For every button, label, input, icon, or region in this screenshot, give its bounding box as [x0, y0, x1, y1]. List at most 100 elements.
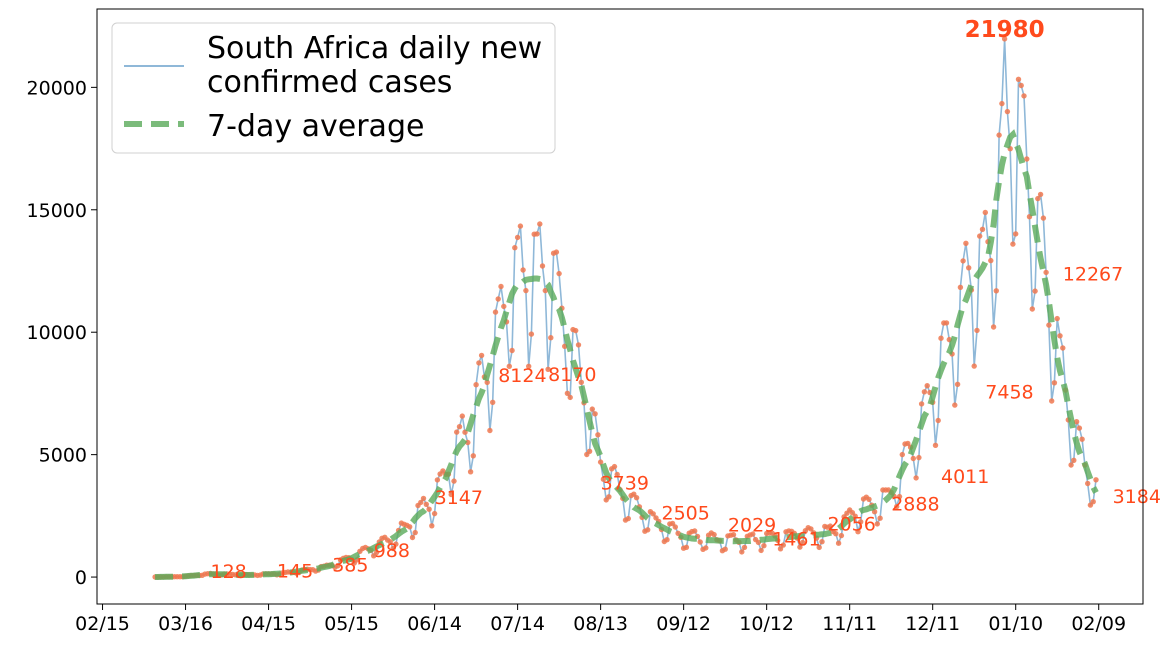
x-tick-label: 03/16	[158, 613, 213, 635]
raw-data-point	[523, 287, 529, 294]
raw-data-point	[979, 226, 986, 232]
raw-data-point	[534, 231, 540, 237]
raw-data-point	[520, 267, 526, 273]
raw-data-point	[418, 499, 424, 506]
raw-data-point	[1049, 398, 1055, 404]
raw-data-point	[780, 542, 786, 548]
raw-data-point	[990, 324, 997, 330]
raw-data-point	[434, 477, 441, 483]
raw-data-point	[1021, 93, 1027, 99]
raw-data-point	[1093, 477, 1099, 483]
annotations-group: 128 145 385 988 3147 8124 8170 3739 2505 20291461…	[211, 17, 1161, 583]
raw-data-point	[423, 501, 429, 507]
raw-data-point	[966, 265, 972, 271]
raw-data-point	[996, 132, 1002, 138]
raw-data-point	[918, 401, 925, 407]
x-tick-label: 02/09	[1071, 613, 1126, 635]
raw-data-point	[412, 529, 418, 536]
y-tick-label: 15000	[27, 200, 87, 222]
raw-data-point	[606, 494, 612, 500]
annotation-label: 145	[277, 561, 313, 583]
raw-data-point	[974, 327, 980, 334]
raw-data-point	[932, 442, 939, 448]
raw-data-point	[625, 515, 631, 522]
x-tick-label: 11/11	[822, 613, 877, 635]
raw-data-point	[456, 424, 463, 430]
raw-data-point	[650, 511, 656, 517]
plot-frame	[96, 8, 1144, 605]
annotation-label: 1461	[772, 528, 820, 550]
raw-data-point	[877, 515, 883, 521]
raw-data-point	[578, 379, 584, 385]
raw-data-point	[528, 331, 535, 337]
raw-data-point	[492, 309, 499, 315]
x-tick-label: 08/13	[573, 613, 628, 635]
raw-data-point	[1018, 82, 1024, 89]
raw-data-point	[567, 394, 573, 401]
annotation-label: 21980	[965, 17, 1045, 43]
raw-data-point	[553, 249, 560, 255]
raw-data-point	[957, 284, 964, 290]
raw-data-point	[874, 521, 880, 527]
raw-data-point	[517, 223, 524, 229]
raw-data-point	[938, 335, 944, 341]
raw-data-point	[512, 245, 518, 251]
raw-data-point	[426, 506, 432, 512]
raw-data-point	[750, 531, 756, 537]
raw-data-point	[589, 406, 595, 412]
raw-data-point	[431, 510, 438, 517]
raw-data-point	[1024, 156, 1030, 162]
raw-data-point	[556, 270, 562, 277]
raw-data-point	[373, 549, 380, 556]
y-tick-label: 20000	[27, 77, 87, 99]
raw-data-point	[1051, 380, 1058, 386]
raw-data-point	[952, 402, 958, 408]
average-series-line	[155, 129, 1099, 580]
raw-data-point	[910, 455, 916, 462]
annotation-label: 3147	[435, 487, 483, 509]
raw-data-point	[539, 263, 546, 269]
raw-data-point	[586, 448, 593, 454]
raw-data-point	[899, 451, 905, 458]
raw-data-point	[943, 320, 950, 326]
raw-data-point	[526, 363, 532, 369]
raw-data-point	[1046, 322, 1052, 328]
raw-data-point	[1085, 480, 1091, 487]
raw-data-point	[595, 432, 601, 438]
raw-data-point	[921, 389, 928, 395]
raw-data-point	[476, 360, 482, 366]
raw-data-point	[722, 546, 728, 552]
raw-data-point	[1001, 36, 1008, 42]
raw-data-point	[473, 382, 479, 388]
raw-data-point	[852, 513, 858, 519]
raw-data-point	[633, 495, 640, 501]
raw-data-point	[664, 537, 670, 543]
x-tick-label: 06/14	[407, 613, 462, 635]
raw-data-point	[487, 427, 493, 434]
raw-data-point	[971, 363, 977, 369]
raw-data-point	[459, 413, 465, 419]
raw-data-point	[692, 528, 698, 534]
raw-data-point	[799, 539, 806, 546]
annotation-label: 3184	[1113, 486, 1161, 508]
raw-data-point	[755, 539, 762, 546]
raw-data-point	[977, 233, 983, 239]
raw-data-point	[1071, 457, 1077, 463]
raw-data-point	[683, 544, 690, 550]
raw-data-point	[894, 503, 900, 510]
raw-data-point	[672, 524, 678, 530]
raw-data-point	[1037, 191, 1044, 198]
raw-data-point	[614, 471, 620, 478]
annotation-label: 2888	[891, 493, 939, 515]
raw-data-point	[564, 390, 571, 396]
legend-label-raw-line: South Africa daily new	[207, 31, 542, 66]
y-tick-label: 10000	[27, 322, 87, 344]
x-tick-label: 12/11	[905, 613, 960, 635]
raw-data-point	[1010, 241, 1016, 247]
annotation-label: 2029	[728, 514, 776, 536]
raw-data-point	[741, 544, 748, 551]
raw-data-point	[1076, 425, 1083, 431]
x-axis: 02/15 03/16 04/15 05/15 06/14 07/14 08/13 09/12…	[75, 604, 1126, 635]
raw-data-point	[600, 476, 607, 482]
